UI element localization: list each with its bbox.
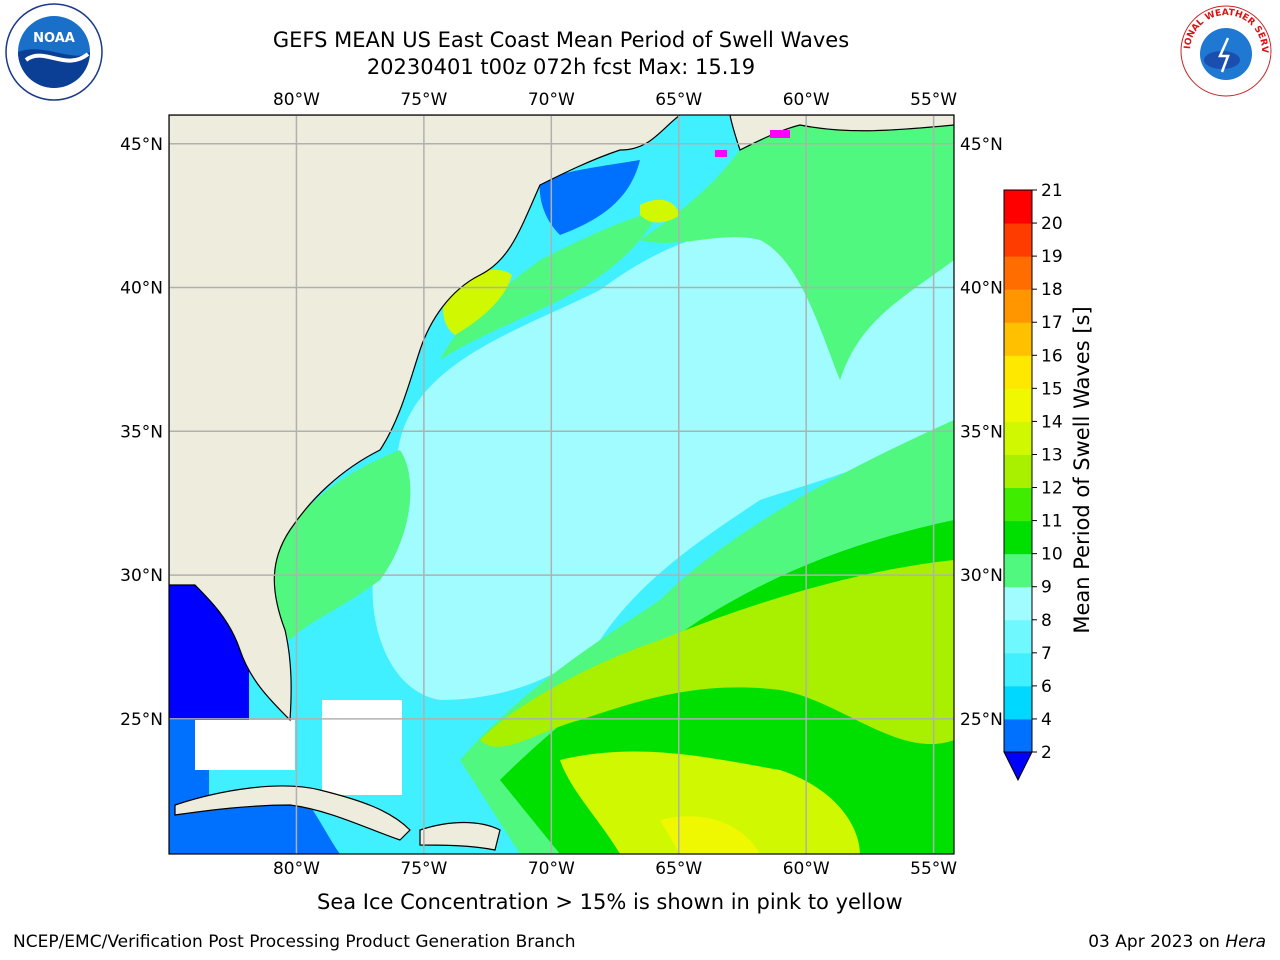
colorbar-tick-label: 9 — [1041, 578, 1052, 598]
field-14-15s-south — [660, 816, 760, 854]
lat-label-right: 25°N — [960, 710, 1003, 730]
field-8-9s — [372, 222, 954, 700]
lat-label-right: 40°N — [960, 279, 1003, 299]
sea-ice-patch — [770, 130, 790, 138]
lon-label-top: 70°W — [528, 90, 575, 110]
colorbar-tick-label: 13 — [1041, 445, 1063, 465]
colorbar-segment — [1004, 190, 1032, 224]
field-9-10s-southeast — [269, 450, 411, 640]
colorbar-tick-label: 14 — [1041, 412, 1063, 432]
nodata-florida-straits — [195, 720, 295, 770]
colorbar-segment — [1004, 553, 1032, 588]
colorbar-tick-label: 20 — [1041, 214, 1063, 234]
lat-label-right: 45°N — [960, 135, 1003, 155]
colorbar-segment — [1004, 685, 1032, 720]
lon-label-bottom: 80°W — [273, 859, 320, 879]
footer-date: 03 Apr 2023 on Hera — [1088, 932, 1266, 952]
colorbar-segment — [1004, 388, 1032, 422]
colorbar-tick-label: 18 — [1041, 280, 1063, 300]
field-13-14s-south — [560, 751, 860, 854]
colorbar-segment — [1004, 421, 1032, 455]
lat-label-left: 30°N — [120, 566, 163, 586]
colorbar-tick-label: 16 — [1041, 346, 1063, 366]
lon-label-bottom: 60°W — [783, 859, 830, 879]
lat-label-left: 40°N — [120, 279, 163, 299]
colorbar-tick-label: 15 — [1041, 379, 1063, 399]
field-9-10s-north — [640, 115, 954, 380]
colorbar-tick-label: 19 — [1041, 247, 1063, 267]
colorbar-segment — [1004, 355, 1032, 389]
lat-label-left: 25°N — [120, 710, 163, 730]
chart-title: GEFS MEAN US East Coast Mean Period of S… — [272, 28, 850, 52]
colorbar-segment — [1004, 289, 1032, 323]
colorbar-segment — [1004, 619, 1032, 654]
lon-label-bottom: 70°W — [528, 859, 575, 879]
lat-label-left: 35°N — [120, 422, 163, 442]
lat-label-left: 45°N — [120, 135, 163, 155]
colorbar-segment — [1004, 322, 1032, 356]
colorbar-segment — [1004, 454, 1032, 489]
nodata-bahamas — [322, 700, 402, 795]
lon-label-top: 65°W — [655, 90, 702, 110]
lon-label-top: 60°W — [783, 90, 830, 110]
colorbar-tick-label: 12 — [1041, 479, 1063, 499]
colorbar-tick-label: 7 — [1041, 644, 1052, 664]
colorbar-segment — [1004, 223, 1032, 257]
colorbar-tick-label: 21 — [1041, 181, 1063, 201]
nws-logo-icon: NATIONAL WEATHER SERVICE — [1176, 4, 1272, 97]
lat-label-right: 35°N — [960, 422, 1003, 442]
colorbar-segment — [1004, 652, 1032, 687]
noaa-logo-text: NOAA — [33, 31, 75, 46]
noaa-logo-icon: NOAA — [5, 3, 103, 101]
chart-subtitle: 20230401 t00z 072h fcst Max: 15.19 — [366, 55, 756, 79]
colorbar-segment — [1004, 520, 1032, 555]
field-13-14s-gom — [640, 199, 680, 223]
sea-ice-patch — [715, 150, 727, 157]
land-nova-scotia — [729, 115, 954, 151]
colorbar-tick-label: 11 — [1041, 512, 1063, 532]
lat-label-right: 30°N — [960, 566, 1003, 586]
colorbar-tick-label: 17 — [1041, 313, 1063, 333]
field-gulf-of-maine-low — [539, 160, 640, 235]
colorbar-tick-label: 4 — [1041, 710, 1052, 730]
colorbar-segment — [1004, 586, 1032, 621]
footer-host: Hera — [1225, 932, 1266, 952]
colorbar-tick-label: 10 — [1041, 545, 1063, 565]
lon-label-top: 55°W — [910, 90, 957, 110]
land-hispaniola — [419, 821, 501, 851]
colorbar-segment — [1004, 718, 1032, 753]
lon-label-bottom: 65°W — [655, 859, 702, 879]
colorbar-tick-label: 2 — [1041, 743, 1052, 763]
colorbar-tick-label: 8 — [1041, 611, 1052, 631]
colorbar-label: Mean Period of Swell Waves [s] — [1070, 306, 1094, 634]
field-12-13s-east — [480, 560, 954, 747]
lon-label-top: 80°W — [273, 90, 320, 110]
colorbar: 2 4 6 7 8 9 10 11 12 13 14 15 16 17 18 19 20 21 — [1003, 181, 1063, 782]
colorbar-tick-label: 6 — [1041, 677, 1052, 697]
colorbar-segment — [1004, 487, 1032, 522]
lon-label-bottom: 55°W — [910, 859, 957, 879]
colorbar-frame — [1003, 189, 1033, 753]
colorbar-segment — [1004, 256, 1032, 290]
lon-label-bottom: 75°W — [400, 859, 447, 879]
footer-date-text: 03 Apr 2023 on — [1088, 932, 1226, 952]
field-9-10s-shelf — [440, 210, 660, 360]
colorbar-extend-arrow — [1003, 751, 1033, 782]
lon-label-top: 75°W — [400, 90, 447, 110]
footer-branch: NCEP/EMC/Verification Post Processing Pr… — [13, 932, 576, 952]
land-cuba — [174, 785, 411, 841]
sea-ice-caption: Sea Ice Concentration > 15% is shown in … — [317, 890, 903, 914]
map-frame — [168, 114, 955, 855]
